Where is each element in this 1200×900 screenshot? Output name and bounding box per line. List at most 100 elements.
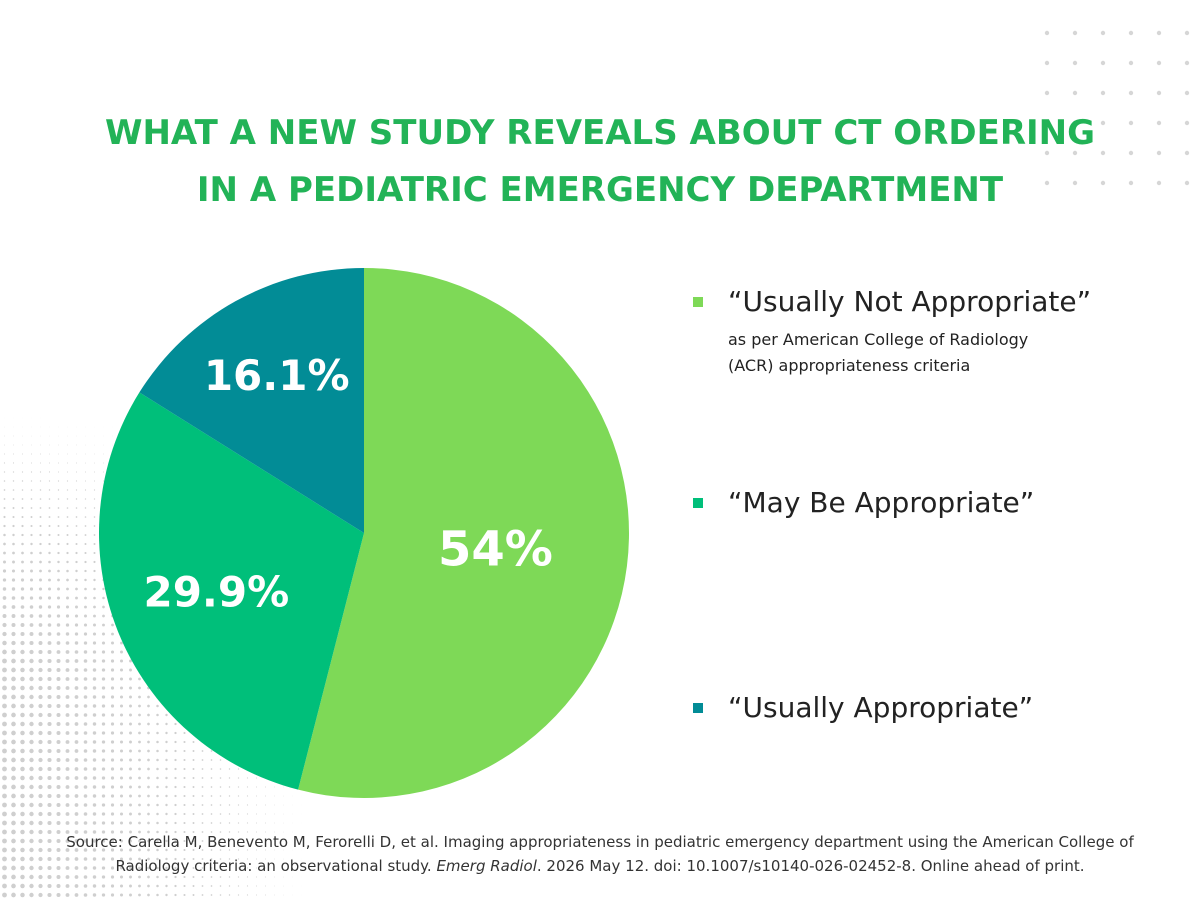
decor-halftone-dot bbox=[119, 794, 124, 798]
decor-halftone-dot bbox=[67, 462, 68, 464]
decor-dot bbox=[1128, 150, 1134, 156]
decor-halftone-dot bbox=[29, 766, 34, 772]
decor-halftone-dot bbox=[11, 883, 16, 889]
decor-halftone-dot bbox=[75, 578, 78, 582]
decor-halftone-dot bbox=[165, 866, 168, 870]
decor-halftone-dot bbox=[20, 802, 25, 808]
decor-halftone-dot bbox=[174, 794, 177, 798]
decor-halftone-dot bbox=[29, 820, 34, 826]
decor-halftone-dot bbox=[74, 794, 79, 798]
decor-halftone-dot bbox=[201, 840, 204, 842]
decor-halftone-dot bbox=[29, 667, 34, 673]
decor-halftone-dot bbox=[129, 740, 132, 744]
decor-halftone-dot bbox=[57, 516, 60, 518]
decor-halftone-dot bbox=[255, 822, 258, 824]
decor-halftone-dot bbox=[201, 867, 204, 869]
decor-halftone-dot bbox=[110, 776, 115, 780]
decor-halftone-dot bbox=[2, 569, 7, 573]
decor-halftone-dot bbox=[228, 813, 231, 815]
decor-halftone-dot bbox=[110, 812, 115, 816]
decor-halftone-dot bbox=[119, 704, 124, 708]
decor-halftone-dot bbox=[29, 775, 34, 781]
decor-halftone-dot bbox=[210, 777, 213, 779]
decor-halftone-dot bbox=[201, 894, 204, 896]
decor-halftone-dot bbox=[2, 838, 7, 844]
decor-halftone-dot bbox=[255, 840, 258, 842]
decor-halftone-dot bbox=[65, 641, 70, 645]
decor-halftone-dot bbox=[12, 515, 15, 519]
decor-halftone-dot bbox=[30, 524, 33, 528]
decor-halftone-dot bbox=[38, 766, 43, 772]
decor-halftone-dot bbox=[30, 507, 33, 509]
decor-halftone-dot bbox=[183, 767, 186, 771]
decor-halftone-dot bbox=[138, 740, 141, 744]
decor-dot bbox=[1156, 180, 1162, 186]
page-title-line-2: IN A PEDIATRIC EMERGENCY DEPARTMENT bbox=[196, 170, 1004, 210]
decor-halftone-dot bbox=[210, 750, 213, 752]
decor-halftone-dot bbox=[2, 685, 7, 691]
decor-halftone-dot bbox=[21, 471, 24, 473]
decor-halftone-dot bbox=[119, 722, 124, 726]
decor-halftone-dot bbox=[283, 831, 284, 833]
decor-halftone-dot bbox=[237, 885, 240, 887]
decor-halftone-dot bbox=[65, 812, 70, 816]
decor-halftone-dot bbox=[228, 858, 231, 860]
decor-halftone-dot bbox=[246, 849, 249, 851]
decor-halftone-dot bbox=[38, 614, 43, 618]
decor-halftone-dot bbox=[119, 884, 124, 888]
decor-halftone-dot bbox=[93, 596, 96, 600]
decor-halftone-dot bbox=[39, 471, 42, 473]
decor-halftone-dot bbox=[65, 704, 70, 708]
decor-halftone-dot bbox=[255, 858, 258, 860]
legend-label-may-be-appropriate: “May Be Appropriate” bbox=[728, 486, 1035, 519]
decor-halftone-dot bbox=[56, 713, 61, 717]
decor-halftone-dot bbox=[74, 866, 79, 870]
decor-halftone-dot bbox=[47, 605, 52, 609]
decor-halftone-dot bbox=[56, 857, 61, 861]
decor-halftone-dot bbox=[3, 524, 6, 528]
decor-halftone-dot bbox=[237, 777, 240, 779]
decor-halftone-dot bbox=[101, 659, 106, 663]
decor-halftone-dot bbox=[38, 641, 43, 645]
decor-halftone-dot bbox=[147, 767, 150, 771]
decor-halftone-dot bbox=[246, 876, 249, 878]
decor-halftone-dot bbox=[138, 875, 141, 879]
decor-halftone-dot bbox=[110, 668, 115, 672]
decor-halftone-dot bbox=[129, 857, 132, 861]
decor-halftone-dot bbox=[129, 821, 132, 825]
decor-halftone-dot bbox=[110, 875, 115, 879]
decor-halftone-dot bbox=[283, 894, 284, 896]
decor-halftone-dot bbox=[66, 471, 69, 473]
decor-halftone-dot bbox=[20, 793, 25, 799]
decor-halftone-dot bbox=[93, 498, 96, 500]
decor-halftone-dot bbox=[29, 578, 34, 582]
decor-dot bbox=[1100, 120, 1106, 126]
decor-halftone-dot bbox=[49, 462, 50, 464]
decor-halftone-dot bbox=[101, 758, 106, 762]
decor-halftone-dot bbox=[129, 767, 132, 771]
decor-halftone-dot bbox=[174, 722, 177, 726]
decor-halftone-dot bbox=[65, 776, 70, 780]
decor-halftone-dot bbox=[47, 641, 52, 645]
decor-halftone-dot bbox=[39, 507, 42, 509]
decor-halftone-dot bbox=[56, 677, 61, 681]
decor-halftone-dot bbox=[75, 525, 78, 527]
decor-halftone-dot bbox=[174, 776, 177, 780]
decor-halftone-dot bbox=[165, 731, 168, 735]
decor-halftone-dot bbox=[38, 748, 43, 754]
decor-halftone-dot bbox=[74, 848, 79, 852]
decor-halftone-dot bbox=[48, 498, 51, 500]
decor-dot bbox=[1184, 90, 1190, 96]
decor-halftone-dot bbox=[83, 623, 88, 627]
decor-halftone-dot bbox=[110, 731, 115, 735]
decor-halftone-dot bbox=[183, 848, 186, 852]
decor-halftone-dot bbox=[147, 839, 150, 843]
decor-halftone-dot bbox=[65, 866, 70, 870]
decor-halftone-dot bbox=[47, 757, 52, 763]
decor-dot bbox=[1184, 30, 1190, 36]
decor-halftone-dot bbox=[65, 650, 70, 654]
decor-halftone-dot bbox=[11, 820, 16, 826]
decor-dot bbox=[1184, 60, 1190, 66]
decor-halftone-dot bbox=[101, 686, 106, 690]
decor-halftone-dot bbox=[48, 471, 51, 473]
